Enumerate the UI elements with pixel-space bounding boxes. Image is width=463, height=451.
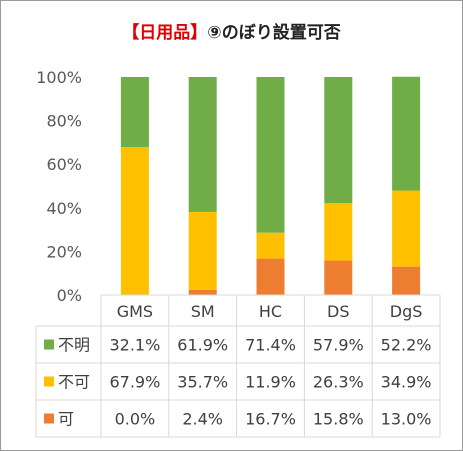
bar-segment bbox=[324, 77, 353, 204]
legend-label: 不明 bbox=[58, 336, 90, 355]
data-table-value: 34.9% bbox=[381, 373, 432, 392]
bar-segment bbox=[188, 77, 217, 212]
data-table-value: 2.4% bbox=[182, 410, 223, 429]
bar-segment bbox=[324, 203, 353, 261]
bar-segment bbox=[392, 266, 421, 295]
bar-segment bbox=[324, 260, 353, 295]
bar-segment bbox=[256, 77, 285, 233]
chart-title-prefix: 【日用品】 bbox=[122, 23, 208, 43]
y-tick-label: 60% bbox=[46, 155, 82, 174]
bar-segment bbox=[120, 77, 149, 147]
data-table-value: 16.7% bbox=[245, 410, 296, 429]
bar-segment bbox=[256, 258, 285, 295]
data-table-value: 71.4% bbox=[245, 336, 296, 355]
data-table-value: 0.0% bbox=[115, 410, 156, 429]
y-tick-label: 20% bbox=[46, 242, 82, 261]
category-label: DS bbox=[327, 302, 349, 321]
data-table-value: 15.8% bbox=[313, 410, 364, 429]
data-table-value: 61.9% bbox=[177, 336, 228, 355]
category-label: GMS bbox=[117, 302, 153, 321]
legend-label: 可 bbox=[58, 410, 74, 429]
data-table-value: 35.7% bbox=[177, 373, 228, 392]
legend-key bbox=[44, 339, 54, 350]
legend-key bbox=[44, 413, 54, 424]
data-table-value: 67.9% bbox=[109, 373, 160, 392]
legend-label: 不可 bbox=[58, 373, 90, 392]
y-tick-label: 80% bbox=[46, 112, 82, 131]
category-label: DgS bbox=[390, 302, 423, 321]
data-table-value: 57.9% bbox=[313, 336, 364, 355]
bar-segment bbox=[120, 146, 149, 295]
bar-segment bbox=[256, 232, 285, 259]
chart-title: 【日用品】⑨のぼり設置可否 bbox=[0, 18, 463, 43]
y-tick-label: 0% bbox=[57, 286, 82, 305]
chart-title-main: ⑨のぼり設置可否 bbox=[207, 23, 341, 43]
bar-segment bbox=[188, 211, 217, 290]
bar-segment bbox=[392, 190, 421, 267]
legend-key bbox=[44, 376, 54, 387]
y-tick-label: 100% bbox=[36, 68, 82, 87]
y-tick-label: 40% bbox=[46, 199, 82, 218]
data-table-value: 13.0% bbox=[381, 410, 432, 429]
bar-segment bbox=[188, 289, 217, 295]
bar-segment bbox=[392, 76, 421, 191]
category-label: SM bbox=[191, 302, 215, 321]
data-table-value: 32.1% bbox=[109, 336, 160, 355]
data-table-value: 11.9% bbox=[245, 373, 296, 392]
data-table-value: 26.3% bbox=[313, 373, 364, 392]
category-label: HC bbox=[259, 302, 282, 321]
data-table-value: 52.2% bbox=[381, 336, 432, 355]
